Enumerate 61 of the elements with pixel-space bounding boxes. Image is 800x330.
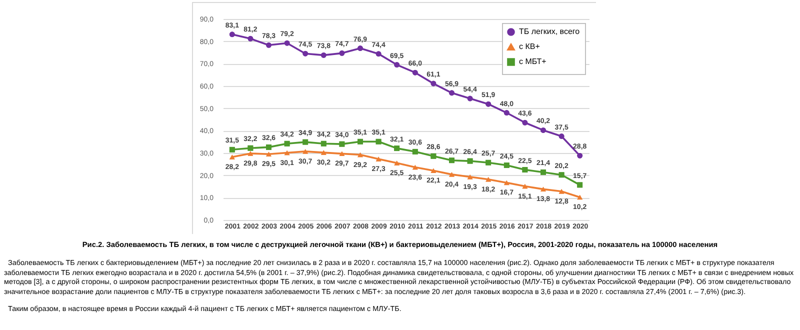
point bbox=[358, 138, 363, 144]
point bbox=[430, 168, 436, 174]
point bbox=[449, 90, 454, 96]
point bbox=[376, 51, 382, 57]
point bbox=[302, 139, 308, 145]
point bbox=[284, 40, 290, 46]
point bbox=[467, 96, 473, 102]
point bbox=[302, 50, 308, 56]
point bbox=[358, 152, 363, 158]
point bbox=[412, 164, 418, 170]
point bbox=[376, 156, 382, 162]
point bbox=[229, 154, 235, 160]
point bbox=[248, 151, 254, 156]
point bbox=[302, 149, 308, 154]
point bbox=[558, 189, 564, 194]
point bbox=[376, 138, 382, 144]
point bbox=[394, 160, 400, 166]
point bbox=[266, 152, 272, 156]
point bbox=[266, 42, 272, 48]
point bbox=[522, 184, 528, 189]
point bbox=[449, 172, 454, 177]
point bbox=[229, 146, 235, 152]
point bbox=[339, 151, 345, 156]
point bbox=[467, 174, 473, 180]
point bbox=[504, 162, 510, 168]
point bbox=[504, 110, 510, 116]
point bbox=[577, 194, 583, 200]
point bbox=[540, 127, 546, 133]
legend-label: с МБТ+ bbox=[519, 57, 547, 66]
point bbox=[577, 152, 583, 158]
point bbox=[248, 36, 254, 42]
point bbox=[248, 145, 254, 151]
point bbox=[394, 62, 400, 68]
point bbox=[486, 176, 492, 182]
point bbox=[284, 150, 290, 156]
point bbox=[412, 70, 418, 76]
point bbox=[320, 140, 326, 146]
point bbox=[522, 167, 528, 172]
point bbox=[504, 180, 510, 186]
point bbox=[522, 120, 528, 126]
point bbox=[320, 52, 326, 58]
point bbox=[449, 158, 454, 164]
point bbox=[339, 141, 345, 147]
point bbox=[486, 101, 492, 107]
point bbox=[229, 32, 235, 38]
legend-label: с КВ+ bbox=[519, 42, 540, 51]
point bbox=[540, 186, 546, 192]
point bbox=[558, 172, 564, 178]
point bbox=[577, 182, 583, 188]
point bbox=[430, 80, 436, 86]
point bbox=[358, 46, 363, 51]
point bbox=[320, 150, 326, 155]
point bbox=[284, 140, 290, 146]
point bbox=[339, 50, 345, 56]
point bbox=[486, 160, 492, 166]
point bbox=[467, 158, 473, 164]
point bbox=[394, 146, 400, 152]
point bbox=[412, 148, 418, 154]
legend-label: ТБ легких, всего bbox=[519, 27, 580, 36]
point bbox=[558, 134, 564, 139]
point bbox=[430, 153, 436, 159]
